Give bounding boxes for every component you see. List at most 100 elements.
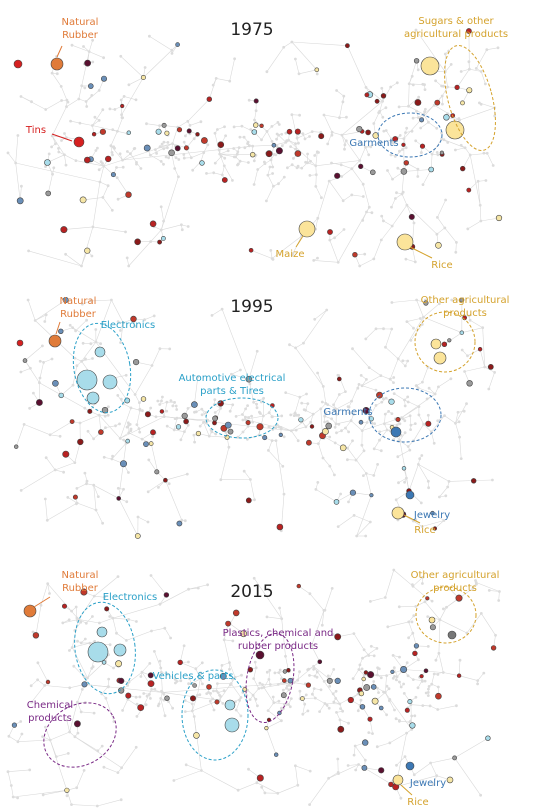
- node: [172, 428, 176, 432]
- node: [124, 230, 127, 234]
- cluster-label: Rubber: [60, 309, 97, 320]
- export-node: [190, 695, 197, 702]
- node: [393, 708, 396, 712]
- node: [335, 711, 338, 714]
- edge: [476, 49, 488, 69]
- node: [116, 575, 120, 578]
- node: [474, 579, 477, 582]
- node: [211, 83, 215, 87]
- node: [445, 605, 448, 609]
- node: [419, 126, 423, 130]
- node: [317, 442, 320, 445]
- node: [358, 663, 362, 667]
- edge: [362, 184, 370, 208]
- node: [377, 667, 381, 671]
- node: [204, 411, 208, 415]
- export-node: [465, 28, 472, 34]
- node: [116, 394, 120, 397]
- edge: [356, 495, 372, 537]
- edge: [291, 41, 318, 71]
- node: [158, 145, 162, 149]
- export-node: [79, 196, 87, 204]
- edge: [353, 745, 356, 756]
- edge: [102, 197, 113, 211]
- node: [96, 749, 100, 753]
- edge: [92, 120, 100, 126]
- export-node: [447, 338, 452, 343]
- edge: [8, 736, 19, 742]
- node: [339, 163, 343, 167]
- edge: [44, 685, 70, 689]
- node: [294, 142, 297, 146]
- node: [54, 142, 57, 146]
- node: [282, 702, 286, 706]
- node: [282, 492, 286, 496]
- edge: [116, 177, 129, 195]
- export-node: [456, 673, 462, 678]
- node: [162, 692, 166, 696]
- node: [406, 395, 410, 399]
- node: [253, 498, 256, 502]
- node: [334, 689, 338, 693]
- edge: [315, 174, 317, 187]
- node: [44, 725, 47, 729]
- node: [413, 260, 417, 264]
- node: [294, 346, 297, 350]
- node: [242, 135, 246, 139]
- edge: [437, 415, 445, 422]
- node: [416, 167, 420, 171]
- edge: [380, 375, 391, 380]
- node: [442, 84, 445, 88]
- export-node: [487, 363, 494, 370]
- node: [323, 414, 327, 418]
- edge: [297, 671, 300, 681]
- edge: [119, 407, 132, 439]
- node: [399, 685, 403, 689]
- node: [252, 677, 256, 680]
- export-node: [365, 129, 371, 136]
- edge: [441, 86, 448, 97]
- key-product-node: [13, 59, 23, 69]
- node: [44, 313, 48, 317]
- node: [71, 383, 75, 387]
- export-node: [281, 678, 287, 683]
- node: [116, 320, 120, 324]
- node: [16, 796, 19, 800]
- node: [417, 95, 421, 99]
- node: [93, 115, 97, 119]
- node: [396, 166, 400, 170]
- export-node: [157, 239, 162, 245]
- cluster-label: Automotive electrical: [179, 373, 286, 384]
- export-node: [309, 424, 315, 429]
- edge: [362, 385, 376, 391]
- node: [478, 203, 482, 207]
- node: [365, 421, 369, 424]
- node: [190, 702, 194, 706]
- edge: [291, 114, 298, 139]
- node: [408, 448, 412, 452]
- node: [120, 113, 123, 117]
- edge: [64, 154, 77, 161]
- node: [337, 393, 341, 396]
- edge: [423, 303, 440, 318]
- node: [173, 417, 177, 420]
- node: [435, 232, 439, 236]
- node: [91, 38, 94, 42]
- node: [115, 176, 119, 180]
- export-node: [370, 684, 377, 690]
- node: [497, 599, 501, 602]
- edge: [278, 134, 287, 143]
- node: [377, 691, 380, 694]
- edge: [252, 144, 274, 147]
- export-node: [217, 141, 225, 148]
- edge: [256, 782, 278, 794]
- node: [311, 412, 315, 416]
- node: [26, 298, 30, 302]
- node: [91, 124, 94, 127]
- node: [387, 687, 391, 691]
- node: [369, 145, 373, 149]
- node: [76, 639, 79, 643]
- edge: [370, 597, 386, 602]
- edge: [401, 406, 420, 418]
- node: [326, 674, 330, 678]
